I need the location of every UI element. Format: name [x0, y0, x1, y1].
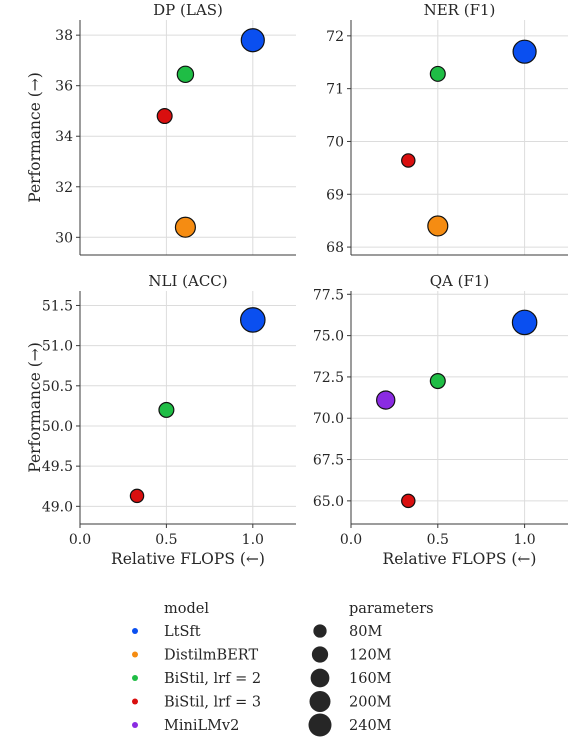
data-point-ltsft [240, 28, 265, 53]
legend-label-model: LtSft [164, 624, 201, 640]
legend-title-parameters: parameters [349, 601, 434, 617]
x-tick-label: 0.5 [427, 532, 449, 548]
x-axis-label: Relative FLOPS (←) [383, 550, 537, 568]
data-point-bistil-lrf-3 [401, 153, 416, 168]
legend-label-model: DistilmBERT [164, 648, 258, 664]
legend-marker-model [132, 675, 138, 681]
data-point-bistil-lrf-3 [156, 107, 173, 125]
panel-title: QA (F1) [430, 272, 490, 290]
y-tick-label: 72 [326, 29, 344, 45]
panel-title: NLI (ACC) [148, 272, 227, 290]
data-point-ltsft [512, 39, 537, 64]
y-tick-label: 51.5 [42, 298, 73, 314]
y-tick-label: 51.0 [42, 339, 73, 355]
y-tick-label: 38 [55, 28, 73, 44]
data-point-distilmbert [174, 216, 196, 238]
data-point-bistil-lrf-2 [429, 373, 446, 390]
legend-label-parameters: 240M [349, 718, 392, 734]
legend-label-parameters: 120M [349, 648, 392, 664]
y-tick-label: 65.0 [313, 494, 344, 510]
x-tick-label: 0.5 [155, 532, 177, 548]
y-tick-label: 72.5 [313, 370, 344, 386]
panel-0: DP (LAS) 30 32 34 36 38 Performance (→) [26, 1, 296, 256]
x-tick-label: 0.0 [340, 532, 362, 548]
panel-3: QA (F1) 65.0 67.5 70.0 72.5 75.0 77.5 0.0 0.5 1.0… [313, 272, 568, 568]
data-point-bistil-lrf-2 [158, 401, 175, 418]
y-tick-label: 50.0 [42, 419, 73, 435]
legend-marker-size [310, 668, 330, 688]
x-tick-label: 1.0 [242, 532, 264, 548]
legend-marker-size [309, 691, 331, 712]
panel-title: NER (F1) [424, 1, 496, 19]
legend-label-model: MiniLMv2 [164, 718, 239, 734]
legend-marker-model [132, 628, 138, 634]
legend-label-parameters: 160M [349, 671, 392, 687]
y-tick-label: 77.5 [313, 287, 344, 303]
legend-marker-size [311, 646, 329, 663]
y-tick-label: 32 [55, 180, 73, 196]
y-tick-label: 50.5 [42, 379, 73, 395]
panel-2: NLI (ACC) 49.0 49.5 50.0 50.5 51.0 51.5 0.0 0.5 1… [26, 272, 296, 568]
data-point-ltsft [240, 307, 266, 333]
legend-title-model: model [164, 601, 209, 617]
y-tick-label: 30 [55, 230, 73, 246]
y-tick-label: 75.0 [313, 329, 344, 345]
legend-marker-model [132, 722, 138, 728]
data-point-bistil-lrf-2 [429, 65, 446, 82]
data-point-bistil-lrf-3 [129, 488, 145, 504]
legend-marker-model [132, 698, 138, 705]
y-tick-label: 67.5 [313, 453, 344, 469]
data-point-bistil-lrf-3 [401, 493, 416, 509]
y-tick-label: 34 [55, 129, 73, 145]
data-point-bistil-lrf-2 [176, 65, 195, 84]
y-tick-label: 49.0 [42, 499, 73, 515]
legend-label-model: BiStil, lrf = 2 [164, 671, 261, 687]
y-axis-label: Performance (→) [26, 72, 44, 203]
y-tick-label: 70 [326, 134, 344, 150]
legend-marker-model [132, 651, 138, 658]
y-tick-label: 49.5 [42, 459, 73, 475]
x-axis-label: Relative FLOPS (←) [111, 550, 265, 568]
legend-marker-size [313, 624, 327, 638]
x-tick-label: 0.0 [69, 532, 91, 548]
y-tick-label: 68 [326, 240, 344, 256]
data-point-ltsft [511, 309, 538, 336]
y-tick-label: 71 [326, 82, 344, 98]
legend: model LtSft DistilmBERT BiStil, lrf = 2 BiSt… [132, 601, 434, 737]
legend-label-parameters: 80M [349, 624, 382, 640]
data-point-minilmv2 [376, 390, 396, 410]
panel-title: DP (LAS) [153, 1, 223, 19]
y-tick-label: 36 [55, 79, 73, 95]
data-point-distilmbert [427, 215, 449, 237]
y-axis-label: Performance (→) [26, 342, 44, 473]
legend-label-model: BiStil, lrf = 3 [164, 695, 261, 711]
y-tick-label: 70.0 [313, 411, 344, 427]
y-tick-label: 69 [326, 187, 344, 203]
legend-label-parameters: 200M [349, 695, 392, 711]
panel-1: NER (F1) 68 69 70 71 72 [326, 1, 568, 256]
legend-marker-size [308, 713, 332, 737]
x-tick-label: 1.0 [513, 532, 535, 548]
